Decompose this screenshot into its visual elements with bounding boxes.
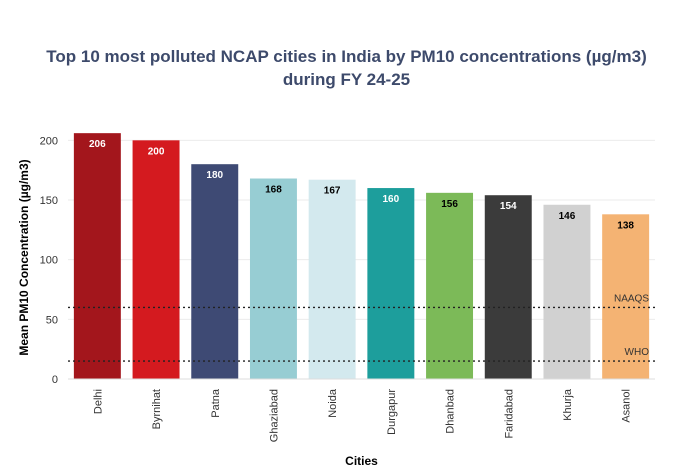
bar-layer <box>73 133 650 379</box>
data-label-noida: 167 <box>324 186 341 197</box>
x-tick-label-asanol: Asanol <box>621 389 633 423</box>
x-axis-title: Cities <box>345 454 378 468</box>
data-label-faridabad: 154 <box>500 201 517 212</box>
data-label-asanol: 138 <box>617 220 634 231</box>
bar-durgapur[interactable] <box>367 188 415 379</box>
chart-title-line-1: Top 10 most polluted NCAP cities in Indi… <box>46 47 647 66</box>
x-tick-label-durgapur: Durgapur <box>386 389 398 435</box>
x-tick-label-khurja: Khurja <box>562 388 574 421</box>
y-tick-label-150: 150 <box>40 195 58 207</box>
bar-asanol[interactable] <box>602 214 650 379</box>
data-label-byrnihat: 200 <box>148 146 165 157</box>
x-tick-label-patna: Patna <box>210 388 222 418</box>
x-tick-label-noida: Noida <box>327 388 339 418</box>
y-axis-title: Mean PM10 Concentration (µg/m3) <box>17 159 31 355</box>
bar-patna[interactable] <box>191 164 239 379</box>
data-label-durgapur: 160 <box>383 194 400 205</box>
data-label-ghaziabad: 168 <box>265 185 282 196</box>
x-tick-label-dhanbad: Dhanbad <box>445 389 457 434</box>
chart-title-line-2: during FY 24-25 <box>282 70 411 89</box>
bar-dhanbad[interactable] <box>426 192 474 379</box>
reference-label-naaqs: NAAQS <box>614 293 649 304</box>
data-label-khurja: 146 <box>559 211 576 222</box>
x-tick-label-delhi: Delhi <box>92 389 104 414</box>
y-tick-label-200: 200 <box>40 135 58 147</box>
bar-noida[interactable] <box>308 179 356 379</box>
data-label-delhi: 206 <box>89 139 106 150</box>
bar-byrnihat[interactable] <box>132 140 180 379</box>
bar-ghaziabad[interactable] <box>249 178 297 379</box>
bar-delhi[interactable] <box>73 133 121 379</box>
y-tick-label-100: 100 <box>40 255 58 267</box>
reference-line-layer: NAAQS WHO <box>68 293 655 362</box>
bar-faridabad[interactable] <box>484 195 532 379</box>
bar-khurja[interactable] <box>543 204 591 379</box>
y-tick-label-50: 50 <box>46 314 58 326</box>
x-tick-label-faridabad: Faridabad <box>503 389 515 439</box>
data-label-dhanbad: 156 <box>441 199 458 210</box>
data-label-patna: 180 <box>206 170 223 181</box>
x-tick-label-byrnihat: Byrnihat <box>151 389 163 429</box>
label-layer: 0 50 100 150 200 206 Delhi 200 Byrnihat 180 Patna 1… <box>40 135 635 442</box>
x-tick-label-ghaziabad: Ghaziabad <box>268 389 280 442</box>
reference-label-who: WHO <box>625 347 650 358</box>
y-tick-label-0: 0 <box>52 374 58 386</box>
